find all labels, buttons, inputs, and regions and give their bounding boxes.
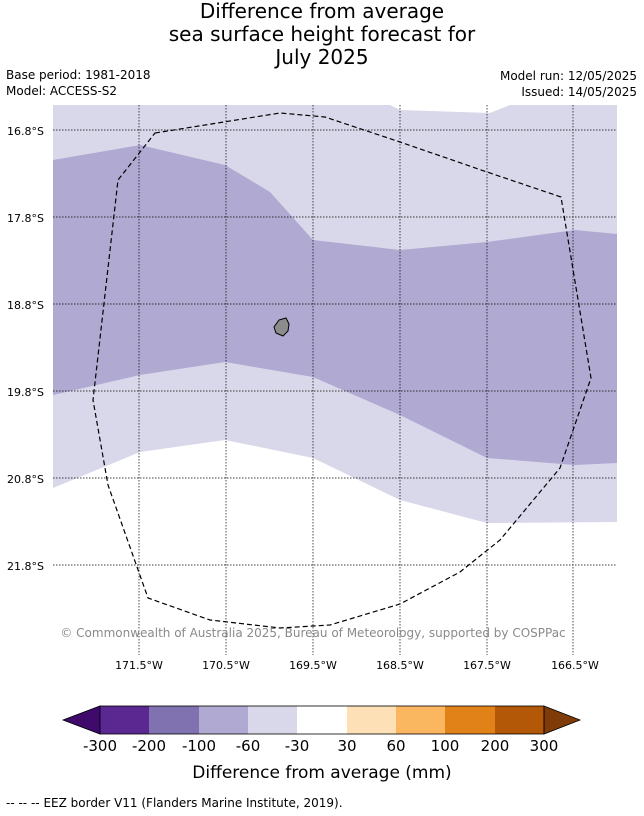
gridlines [53, 105, 617, 655]
model-name: Model: ACCESS-S2 [6, 84, 118, 98]
eez-legend-text: EEZ border V11 (Flanders Marine Institut… [43, 796, 343, 810]
colorbar-tick: -60 [236, 737, 261, 755]
colorbar-tick: 30 [337, 737, 356, 755]
lat-label: 21.8°S [7, 560, 44, 573]
lat-label: 19.8°S [7, 386, 44, 399]
map-panel: © Commonwealth of Australia 2025, Bureau… [53, 105, 617, 655]
colorbar-tick: 300 [530, 737, 559, 755]
colorbar-tick: -300 [83, 737, 117, 755]
eez-legend: -- -- -- EEZ border V11 (Flanders Marine… [6, 796, 343, 810]
eez-legend-symbol: -- -- -- [6, 796, 40, 810]
lon-label: 170.5°W [202, 659, 250, 672]
lat-label: 16.8°S [7, 125, 44, 138]
colorbar-ticks: -300 -200 -100 -60 -30 30 60 100 200 300 [83, 737, 558, 755]
colorbar-tick: -200 [132, 737, 166, 755]
colorbar-cell [248, 706, 297, 734]
colorbar-outline [99, 705, 545, 735]
colorbar-cell [199, 706, 248, 734]
colorbar-cell [100, 706, 149, 734]
issued-date: Issued: 14/05/2025 [521, 85, 637, 99]
meta-right: Model run: 12/05/2025 Issued: 14/05/2025 [500, 68, 637, 100]
lon-label: 169.5°W [289, 659, 337, 672]
colorbar-label: Difference from average (mm) [192, 763, 451, 783]
colorbar: -300 -200 -100 -60 -30 30 60 100 200 300… [61, 705, 582, 783]
model-run: Model run: 12/05/2025 [499, 69, 637, 83]
colorbar-cell [61, 705, 101, 735]
anomaly-band-medium [53, 145, 617, 465]
colorbar-tick: -100 [182, 737, 216, 755]
colorbar-cell [543, 705, 582, 735]
title-line-3: July 2025 [275, 45, 369, 69]
colorbar-tick: 200 [481, 737, 510, 755]
lon-label: 167.5°W [463, 659, 511, 672]
meta-left: Base period: 1981-2018 Model: ACCESS-S2 [6, 67, 151, 99]
title-line-1: Difference from average [199, 0, 445, 23]
lon-label: 166.5°W [551, 659, 599, 672]
map-title: Difference from average sea surface heig… [0, 0, 644, 69]
colorbar-cell [297, 706, 347, 734]
colorbar-tick: 60 [386, 737, 405, 755]
copyright-text: © Commonwealth of Australia 2025, Bureau… [60, 626, 565, 640]
lat-label: 17.8°S [7, 212, 44, 225]
lat-label: 18.8°S [7, 299, 44, 312]
lat-label: 20.8°S [7, 473, 44, 486]
colorbar-cell [149, 706, 199, 734]
colorbar-tick: 100 [431, 737, 460, 755]
lon-label: 168.5°W [376, 659, 424, 672]
latitude-labels: 16.8°S 17.8°S 18.8°S 19.8°S 20.8°S 21.8°… [7, 125, 44, 573]
colorbar-cell [347, 706, 396, 734]
colorbar-cell [396, 706, 445, 734]
base-period: Base period: 1981-2018 [6, 68, 151, 82]
eez-border [92, 112, 592, 629]
lon-label: 171.5°W [115, 659, 163, 672]
island-niue [273, 317, 290, 337]
title-line-2: sea surface height forecast for [168, 22, 476, 46]
colorbar-cell [445, 706, 495, 734]
colorbar-cell [495, 706, 544, 734]
longitude-labels: 171.5°W 170.5°W 169.5°W 168.5°W 167.5°W … [115, 659, 599, 672]
colorbar-tick: -30 [285, 737, 310, 755]
